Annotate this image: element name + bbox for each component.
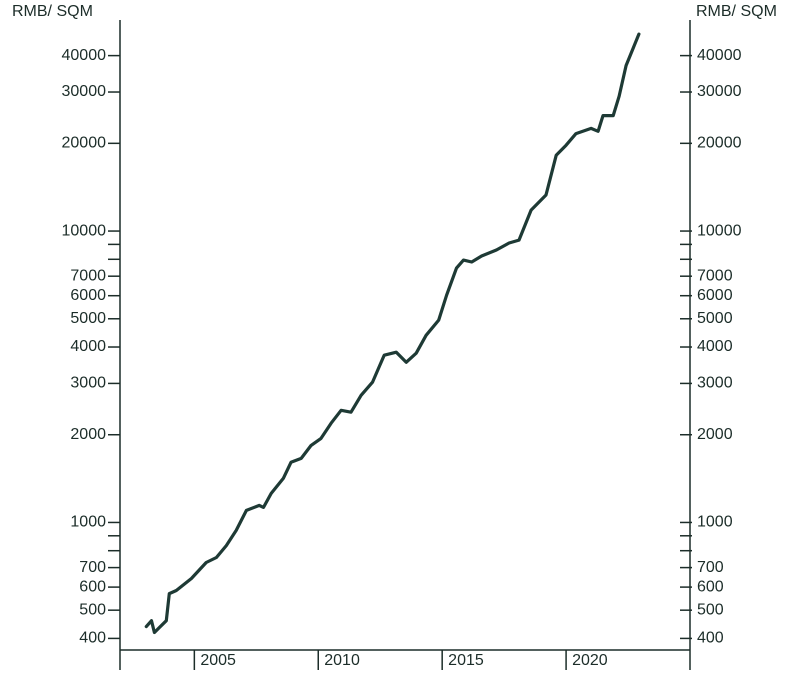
y-tick-label: 1000 <box>70 514 106 531</box>
x-tick-label: 2005 <box>200 652 236 669</box>
y2-tick-label: 5000 <box>697 310 733 327</box>
y2-tick-label: 6000 <box>697 287 733 304</box>
y2-tick-label: 3000 <box>697 375 733 392</box>
y2-tick-label: 700 <box>697 559 724 576</box>
y-tick-label: 2000 <box>70 426 106 443</box>
x-tick-label: 2020 <box>572 652 608 669</box>
y2-tick-label: 10000 <box>697 222 742 239</box>
y-tick-label: 20000 <box>62 135 107 152</box>
y2-tick-label: 2000 <box>697 426 733 443</box>
y-tick-label: 10000 <box>62 222 107 239</box>
y-tick-label: 30000 <box>62 83 107 100</box>
x-tick-label: 2010 <box>324 652 360 669</box>
y-tick-label: 500 <box>79 601 106 618</box>
y-axis-label: RMB/ SQM <box>12 3 93 20</box>
y2-tick-label: 1000 <box>697 514 733 531</box>
y-tick-label: 600 <box>79 578 106 595</box>
y2-tick-label: 4000 <box>697 338 733 355</box>
y-tick-label: 6000 <box>70 287 106 304</box>
y2-tick-label: 7000 <box>697 267 733 284</box>
y-tick-label: 700 <box>79 559 106 576</box>
y-tick-label: 5000 <box>70 310 106 327</box>
y-tick-label: 4000 <box>70 338 106 355</box>
x-tick-label: 2015 <box>448 652 484 669</box>
y-tick-label: 40000 <box>62 47 107 64</box>
y2-axis-label: RMB/ SQM <box>696 3 777 20</box>
y-tick-label: 3000 <box>70 375 106 392</box>
y2-tick-label: 20000 <box>697 135 742 152</box>
y2-tick-label: 500 <box>697 601 724 618</box>
y-tick-label: 400 <box>79 630 106 647</box>
y2-tick-label: 600 <box>697 578 724 595</box>
y-tick-label: 7000 <box>70 267 106 284</box>
data-line <box>144 32 641 635</box>
y2-tick-label: 30000 <box>697 83 742 100</box>
y2-tick-label: 40000 <box>697 47 742 64</box>
y2-tick-label: 400 <box>697 630 724 647</box>
